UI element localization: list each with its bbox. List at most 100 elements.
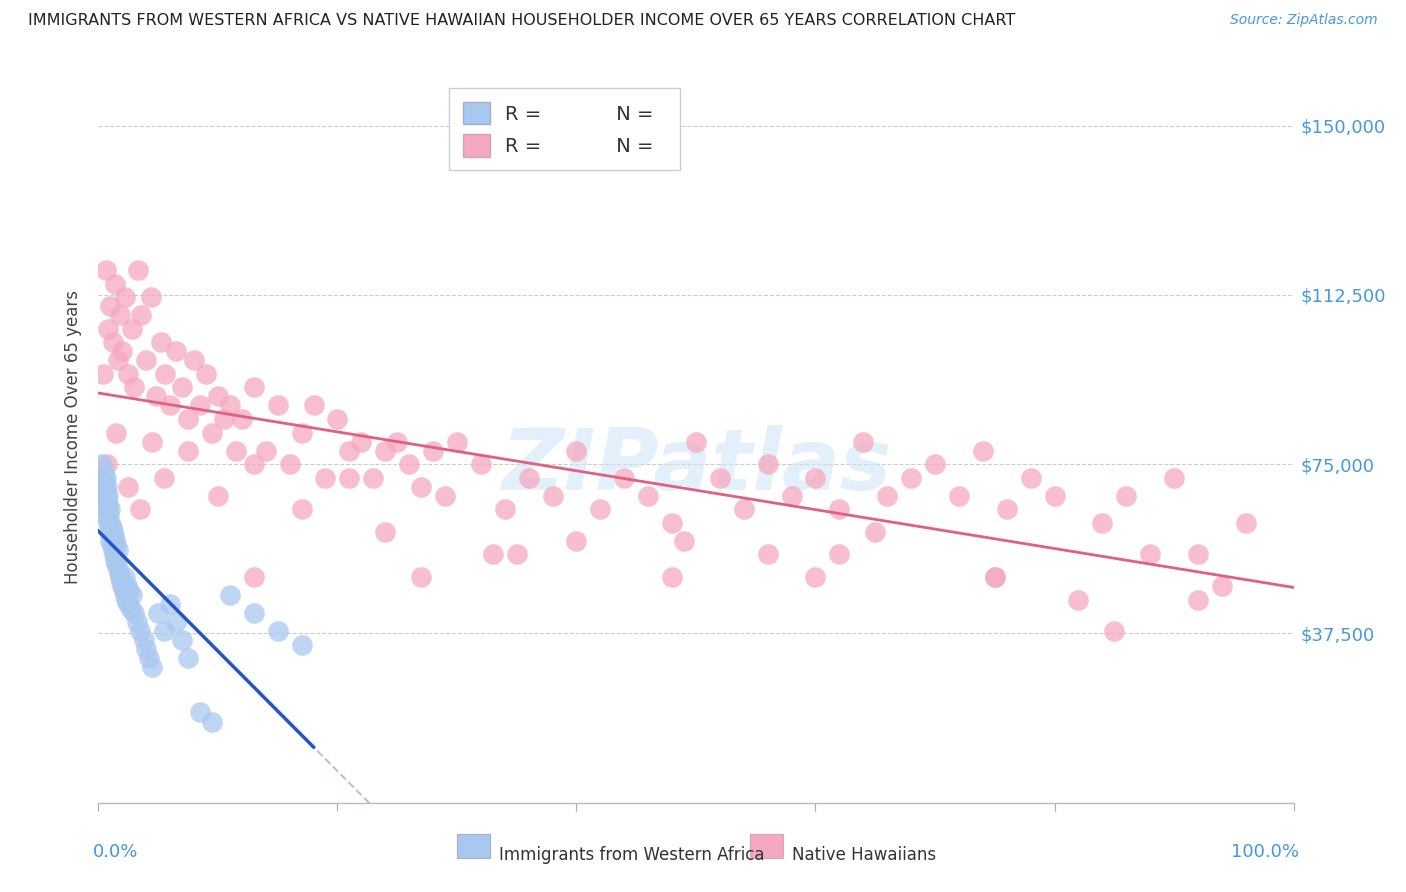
Point [97, 516, 120, 530]
Point [278, 457, 301, 471]
Point [90, 471, 112, 485]
Point [1163, 471, 1185, 485]
Point [302, 399, 325, 413]
Point [188, 399, 211, 413]
Point [339, 471, 361, 485]
Point [107, 353, 129, 368]
Point [121, 588, 143, 602]
Point [96, 457, 118, 471]
Point [93, 493, 115, 508]
Point [231, 412, 253, 426]
Point [131, 308, 153, 322]
Point [828, 548, 851, 562]
Point [107, 561, 129, 575]
Point [1043, 489, 1066, 503]
Point [243, 380, 266, 394]
Point [291, 425, 314, 440]
Point [177, 412, 200, 426]
Text: 0.0%: 0.0% [93, 843, 138, 861]
Point [129, 624, 152, 639]
Point [685, 434, 707, 449]
Point [1067, 592, 1090, 607]
Point [188, 706, 211, 720]
Point [363, 471, 385, 485]
Point [96, 493, 118, 508]
Point [117, 480, 139, 494]
Point [177, 443, 200, 458]
Point [135, 353, 157, 368]
Point [101, 524, 124, 539]
Point [565, 443, 588, 458]
Point [1091, 516, 1114, 530]
Text: 100.0%: 100.0% [1232, 843, 1299, 861]
Point [91, 480, 114, 494]
Point [107, 566, 129, 580]
Point [105, 425, 128, 440]
Point [117, 597, 139, 611]
Point [98, 507, 121, 521]
Point [661, 516, 683, 530]
Point [673, 533, 696, 548]
Point [207, 389, 229, 403]
Point [165, 344, 187, 359]
Text: N =: N = [562, 102, 606, 121]
Point [315, 471, 337, 485]
Point [225, 443, 247, 458]
Point [153, 624, 176, 639]
Point [411, 480, 433, 494]
Point [243, 606, 266, 620]
Point [118, 583, 141, 598]
Point [267, 399, 290, 413]
Point [709, 471, 731, 485]
Point [139, 290, 162, 304]
Point [91, 489, 114, 503]
Point [385, 434, 409, 449]
Text: -0.517: -0.517 [494, 102, 562, 121]
Point [97, 498, 120, 512]
Text: Native Hawaiians: Native Hawaiians [792, 846, 936, 864]
Point [254, 443, 277, 458]
Point [172, 633, 194, 648]
Point [900, 471, 922, 485]
Point [828, 502, 851, 516]
Point [852, 434, 875, 449]
Point [149, 335, 172, 350]
Point [446, 434, 468, 449]
Point [93, 466, 115, 480]
Point [114, 290, 136, 304]
Text: -0.160: -0.160 [494, 126, 562, 145]
Text: Source: ZipAtlas.com: Source: ZipAtlas.com [1230, 13, 1378, 28]
Point [212, 412, 235, 426]
Point [110, 574, 132, 589]
Point [565, 533, 588, 548]
Point [470, 457, 492, 471]
Point [111, 344, 134, 359]
Point [1187, 592, 1209, 607]
Text: R =: R = [451, 126, 494, 145]
Point [100, 520, 122, 534]
Point [141, 434, 163, 449]
Point [91, 502, 114, 516]
FancyBboxPatch shape [457, 834, 491, 858]
Point [972, 443, 994, 458]
Point [1139, 548, 1161, 562]
Point [183, 353, 205, 368]
Text: ZIPatlas: ZIPatlas [501, 425, 891, 508]
Point [339, 443, 361, 458]
Point [733, 502, 755, 516]
Point [105, 557, 128, 571]
Point [91, 367, 114, 381]
Point [120, 601, 142, 615]
Point [434, 489, 457, 503]
Point [125, 615, 148, 630]
Point [326, 412, 349, 426]
Point [111, 579, 134, 593]
Point [148, 606, 170, 620]
Point [374, 443, 396, 458]
Text: 66: 66 [595, 102, 621, 121]
Point [411, 570, 433, 584]
Point [94, 471, 117, 485]
Point [589, 502, 612, 516]
Point [219, 399, 242, 413]
Point [138, 651, 160, 665]
